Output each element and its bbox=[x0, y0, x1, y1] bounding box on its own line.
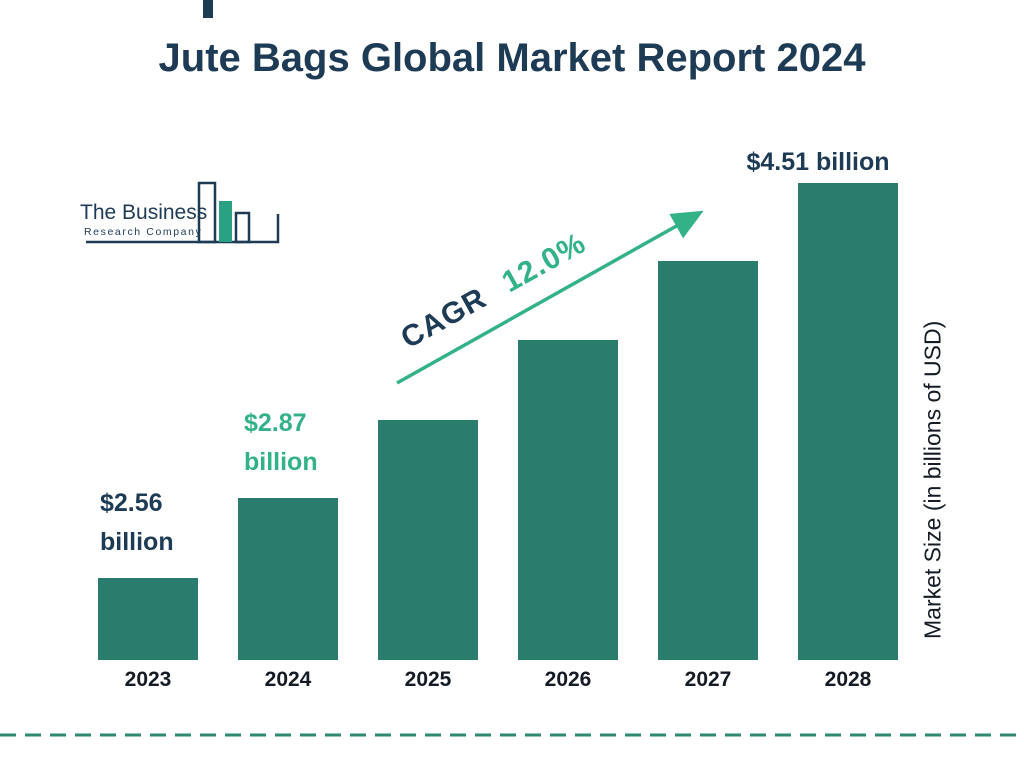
x-tick-label-2023: 2023 bbox=[124, 668, 172, 691]
value-unit: billion bbox=[100, 527, 174, 556]
bar-2026 bbox=[518, 340, 618, 660]
value-amount: $4.51 billion bbox=[746, 148, 890, 176]
value-unit: billion bbox=[244, 447, 318, 476]
x-tick-label-2027: 2027 bbox=[684, 668, 732, 691]
x-tick-label-2028: 2028 bbox=[824, 668, 872, 691]
value-label-2023: $2.56 billion bbox=[100, 484, 174, 562]
x-tick-label-2025: 2025 bbox=[404, 668, 452, 691]
top-edge-mark bbox=[203, 0, 213, 18]
x-tick-label-2024: 2024 bbox=[264, 668, 312, 691]
value-amount: $2.56 bbox=[100, 489, 163, 517]
y-axis-label: Market Size (in billions of USD) bbox=[919, 320, 946, 640]
x-axis: 2023 2024 2025 2026 2027 2028 bbox=[98, 668, 898, 692]
bar-2023 bbox=[98, 578, 198, 660]
logo-bars-icon bbox=[86, 181, 280, 244]
bar-2027 bbox=[658, 261, 758, 660]
bar-series bbox=[98, 180, 898, 660]
bar-2025 bbox=[378, 420, 478, 660]
value-label-2028: $4.51 billion bbox=[718, 143, 918, 182]
chart-title: Jute Bags Global Market Report 2024 bbox=[158, 36, 866, 80]
value-amount: $2.87 bbox=[244, 409, 307, 437]
logo-text-primary: The Business bbox=[80, 201, 208, 224]
bar-2024 bbox=[238, 498, 338, 660]
bar-2028 bbox=[798, 183, 898, 660]
value-label-2024: $2.87 billion bbox=[244, 404, 318, 482]
logo-text-secondary: Research Company bbox=[84, 226, 203, 238]
x-tick-label-2026: 2026 bbox=[544, 668, 592, 691]
